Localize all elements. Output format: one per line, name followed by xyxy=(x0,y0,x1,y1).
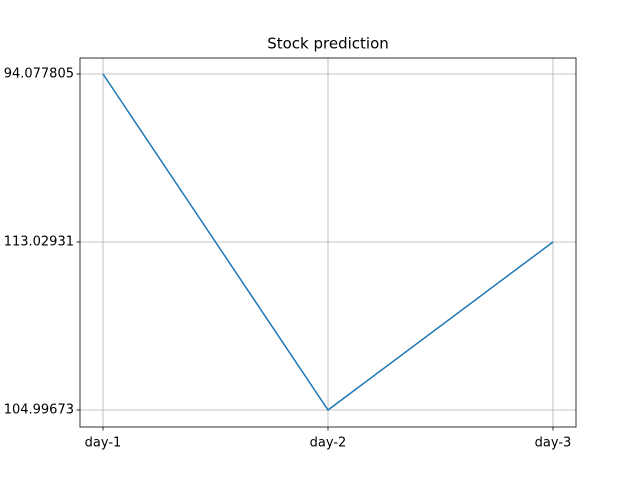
x-tick-label: day-2 xyxy=(310,436,347,451)
plot-frame xyxy=(79,57,577,428)
chart-title: Stock prediction xyxy=(267,35,389,53)
y-tick-label: 94.077805 xyxy=(4,67,74,82)
y-tick-label: 104.99673 xyxy=(4,403,74,418)
data-line xyxy=(102,73,554,412)
y-tick-label: 113.02931 xyxy=(4,235,74,250)
x-tick-label: day-1 xyxy=(85,436,122,451)
x-tick-label: day-3 xyxy=(535,436,572,451)
